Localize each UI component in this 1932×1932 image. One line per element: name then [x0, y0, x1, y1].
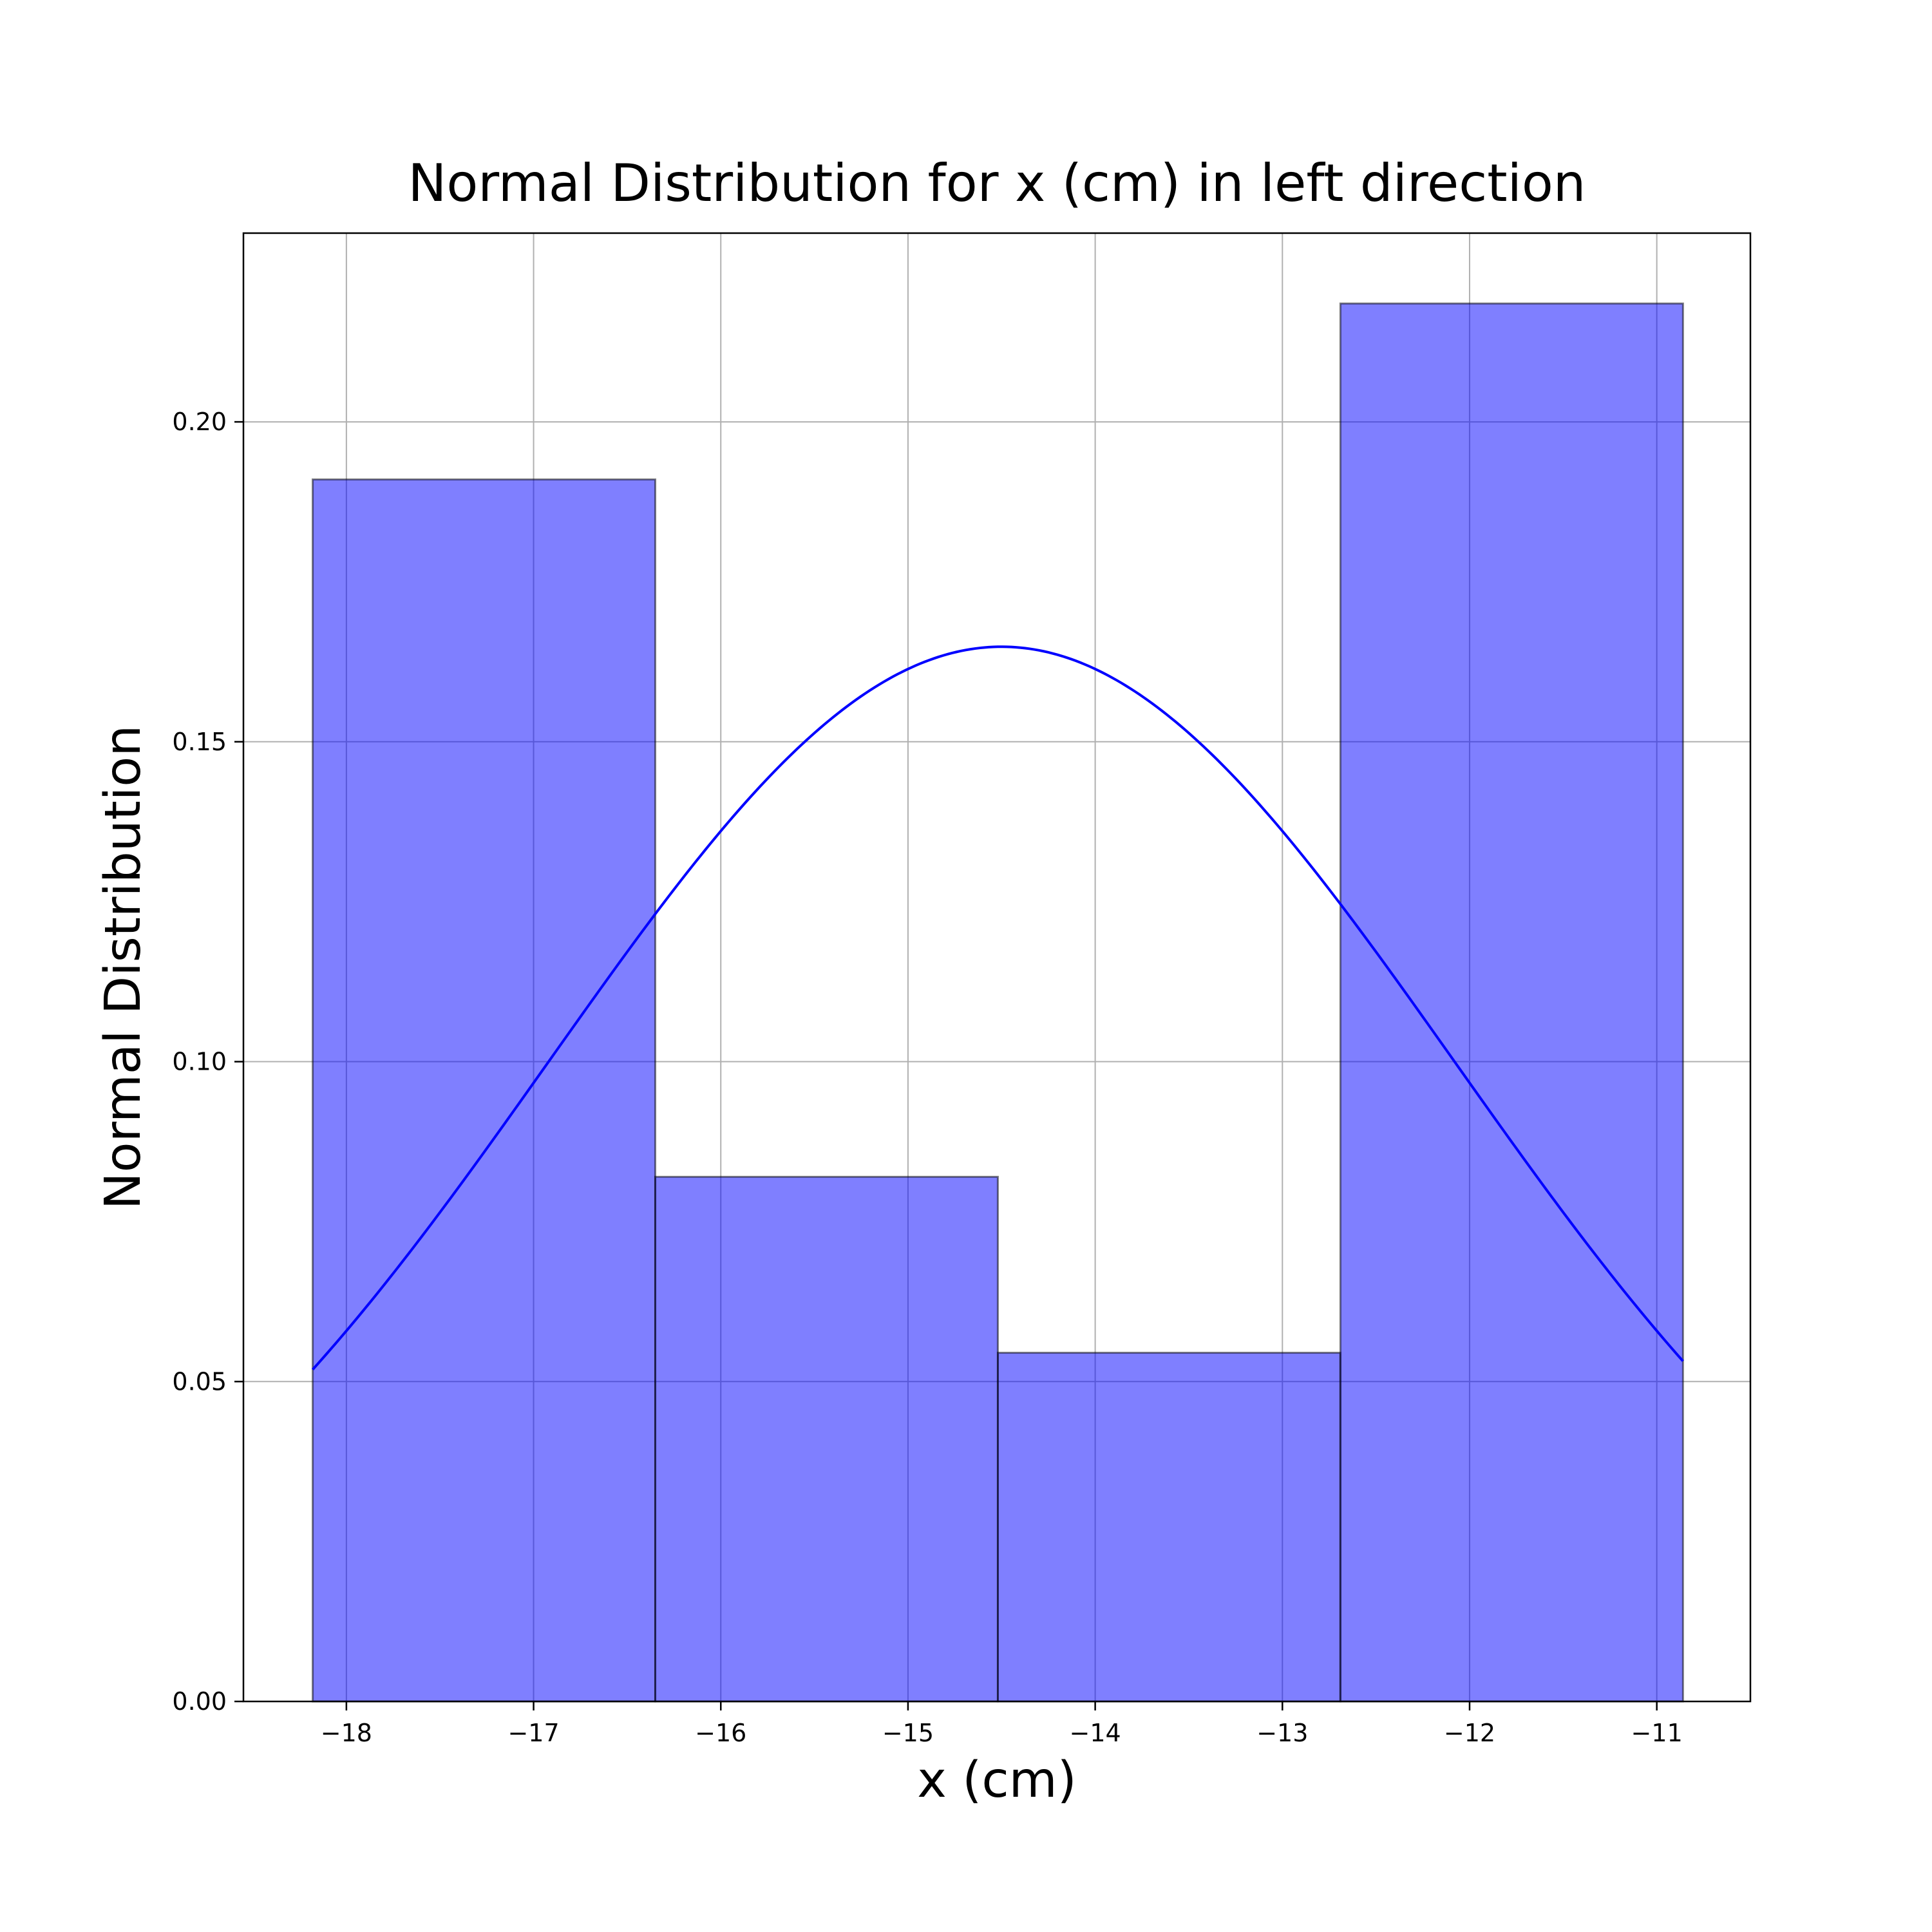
histogram-bar — [312, 478, 657, 1703]
y-axis-ticks: 0.00 0.05 0.10 0.15 0.20 — [172, 408, 243, 1716]
y-tick-label: 0.20 — [172, 408, 227, 436]
y-tick-label: 0.05 — [172, 1367, 227, 1396]
x-tick-label: −18 — [321, 1719, 372, 1747]
y-tick-label: 0.00 — [172, 1687, 227, 1716]
histogram-bar — [654, 1175, 999, 1703]
x-axis-ticks: −18 −17 −16 −15 −14 −13 −12 −11 — [321, 1701, 1683, 1747]
x-tick-label: −12 — [1444, 1719, 1495, 1747]
y-tick-label: 0.10 — [172, 1048, 227, 1076]
x-tick-label: −17 — [507, 1719, 559, 1747]
histogram-bar — [996, 1352, 1341, 1703]
x-tick-label: −15 — [882, 1719, 934, 1747]
normal-curve-line — [312, 645, 1684, 1370]
histogram-bar — [1339, 302, 1684, 1703]
x-tick-label: −14 — [1070, 1719, 1121, 1747]
x-tick-label: −11 — [1631, 1719, 1683, 1747]
x-tick-label: −16 — [695, 1719, 746, 1747]
y-axis-label: Normal Distribution — [95, 725, 152, 1209]
histogram-bars — [312, 302, 1684, 1703]
y-tick-label: 0.15 — [172, 728, 227, 756]
x-tick-label: −13 — [1256, 1719, 1308, 1747]
plot-frame — [242, 232, 1752, 1703]
normal-curve-layer — [312, 645, 1684, 1370]
chart-title: Normal Distribution for x (cm) in left d… — [408, 153, 1586, 213]
x-axis-label: x (cm) — [917, 1752, 1076, 1809]
